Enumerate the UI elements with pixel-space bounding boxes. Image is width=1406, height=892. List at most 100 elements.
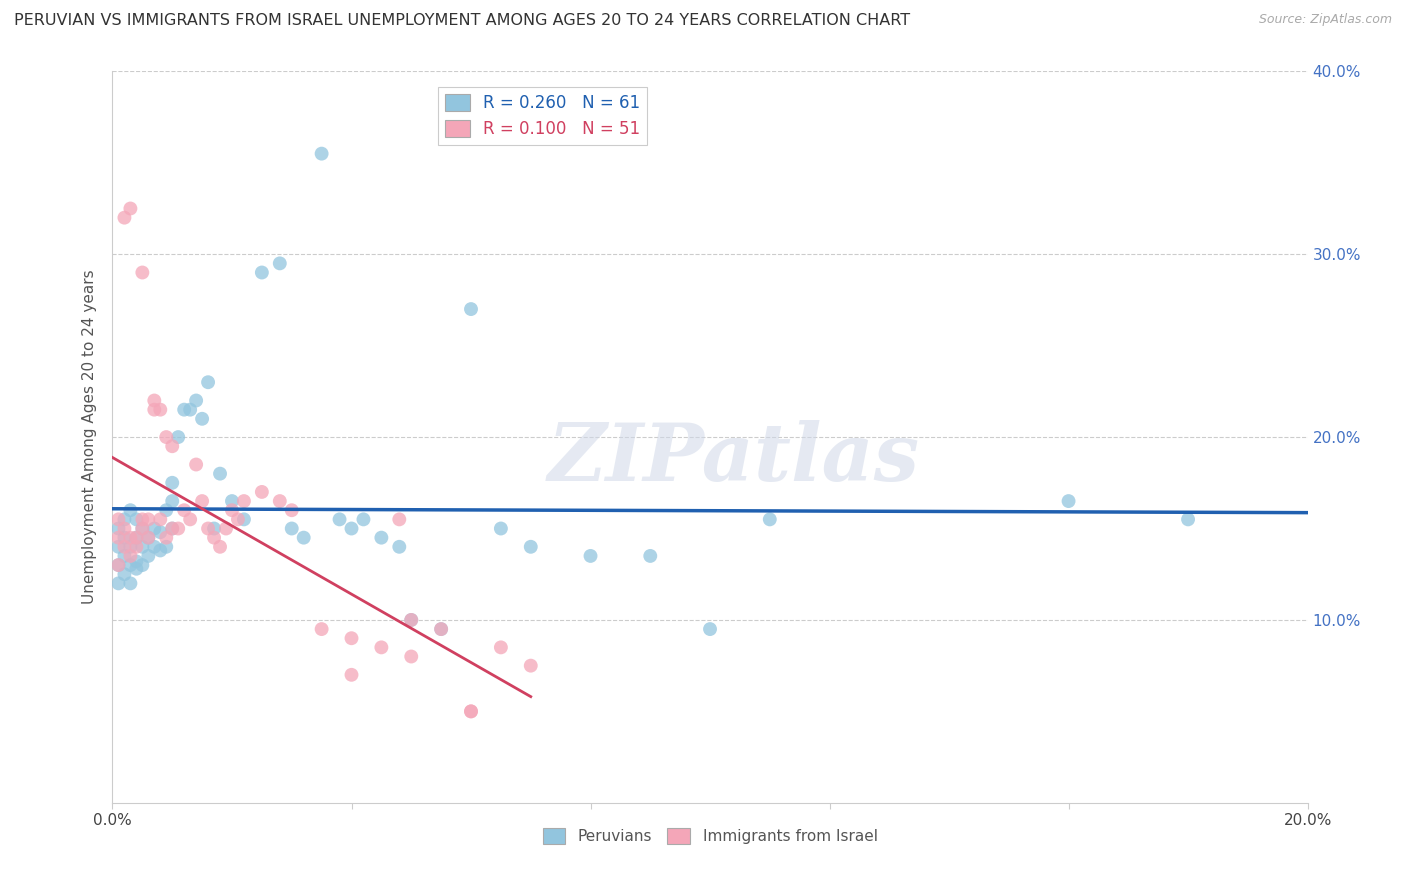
Point <box>520 658 543 673</box>
Point <box>120 540 142 554</box>
Point <box>401 649 423 664</box>
Point <box>167 430 190 444</box>
Point <box>311 146 333 161</box>
Point <box>281 503 304 517</box>
Point <box>131 521 153 535</box>
Point <box>340 667 363 681</box>
Point <box>107 512 129 526</box>
Point <box>191 412 214 426</box>
Point <box>143 402 166 417</box>
Point <box>520 540 543 554</box>
Point <box>340 521 363 535</box>
Point <box>149 512 172 526</box>
Point <box>460 301 482 317</box>
Point <box>329 512 352 526</box>
Text: PERUVIAN VS IMMIGRANTS FROM ISRAEL UNEMPLOYMENT AMONG AGES 20 TO 24 YEARS CORREL: PERUVIAN VS IMMIGRANTS FROM ISRAEL UNEMP… <box>14 13 910 29</box>
Point <box>401 613 423 627</box>
Point <box>138 549 160 563</box>
Point <box>162 439 183 453</box>
Point <box>149 543 172 558</box>
Point <box>125 540 148 554</box>
Point <box>370 531 392 545</box>
Point <box>388 540 411 554</box>
Point <box>114 549 135 563</box>
Point <box>138 512 160 526</box>
Point <box>221 503 243 517</box>
Point <box>202 531 225 545</box>
Point <box>401 613 423 627</box>
Point <box>197 521 219 535</box>
Point <box>215 521 238 535</box>
Point <box>340 632 363 646</box>
Point <box>143 521 166 535</box>
Point <box>250 485 273 500</box>
Point <box>167 521 190 535</box>
Point <box>131 266 153 280</box>
Point <box>120 576 142 591</box>
Point <box>489 640 512 655</box>
Point <box>250 266 273 280</box>
Y-axis label: Unemployment Among Ages 20 to 24 years: Unemployment Among Ages 20 to 24 years <box>82 269 97 605</box>
Point <box>269 494 291 508</box>
Point <box>173 503 195 517</box>
Point <box>155 503 177 517</box>
Point <box>162 475 183 490</box>
Point <box>579 549 602 563</box>
Point <box>131 512 153 526</box>
Point <box>759 512 782 526</box>
Point <box>1177 512 1199 526</box>
Point <box>114 512 135 526</box>
Point <box>107 558 129 573</box>
Point <box>114 531 135 545</box>
Text: Source: ZipAtlas.com: Source: ZipAtlas.com <box>1258 13 1392 27</box>
Point <box>179 512 201 526</box>
Point <box>221 494 243 508</box>
Point <box>173 402 195 417</box>
Point <box>460 705 482 719</box>
Point <box>143 540 166 554</box>
Point <box>233 494 256 508</box>
Point <box>120 531 142 545</box>
Point <box>186 458 208 472</box>
Point <box>107 540 129 554</box>
Point <box>131 521 153 535</box>
Point <box>1057 494 1080 508</box>
Point <box>179 402 201 417</box>
Point <box>233 512 256 526</box>
Point <box>114 540 135 554</box>
Point <box>107 521 129 535</box>
Point <box>292 531 315 545</box>
Point <box>209 467 232 481</box>
Point <box>107 576 129 591</box>
Point <box>640 549 662 563</box>
Point <box>699 622 721 636</box>
Point <box>143 393 166 408</box>
Point <box>155 540 177 554</box>
Point <box>107 558 129 573</box>
Point <box>460 705 482 719</box>
Point <box>114 211 135 225</box>
Point <box>125 531 148 545</box>
Point <box>120 558 142 573</box>
Point <box>202 521 225 535</box>
Point <box>162 521 183 535</box>
Point <box>209 540 232 554</box>
Point <box>149 525 172 540</box>
Point <box>226 512 249 526</box>
Point <box>138 531 160 545</box>
Point <box>125 512 148 526</box>
Point <box>197 375 219 389</box>
Point <box>138 531 160 545</box>
Point <box>281 521 304 535</box>
Point <box>162 521 183 535</box>
Point <box>125 562 148 576</box>
Point <box>155 531 177 545</box>
Text: ZIPatlas: ZIPatlas <box>548 420 920 498</box>
Point <box>114 567 135 582</box>
Point <box>125 531 148 545</box>
Point <box>353 512 375 526</box>
Point <box>114 521 135 535</box>
Point <box>120 202 142 216</box>
Point <box>149 402 172 417</box>
Point <box>107 531 129 545</box>
